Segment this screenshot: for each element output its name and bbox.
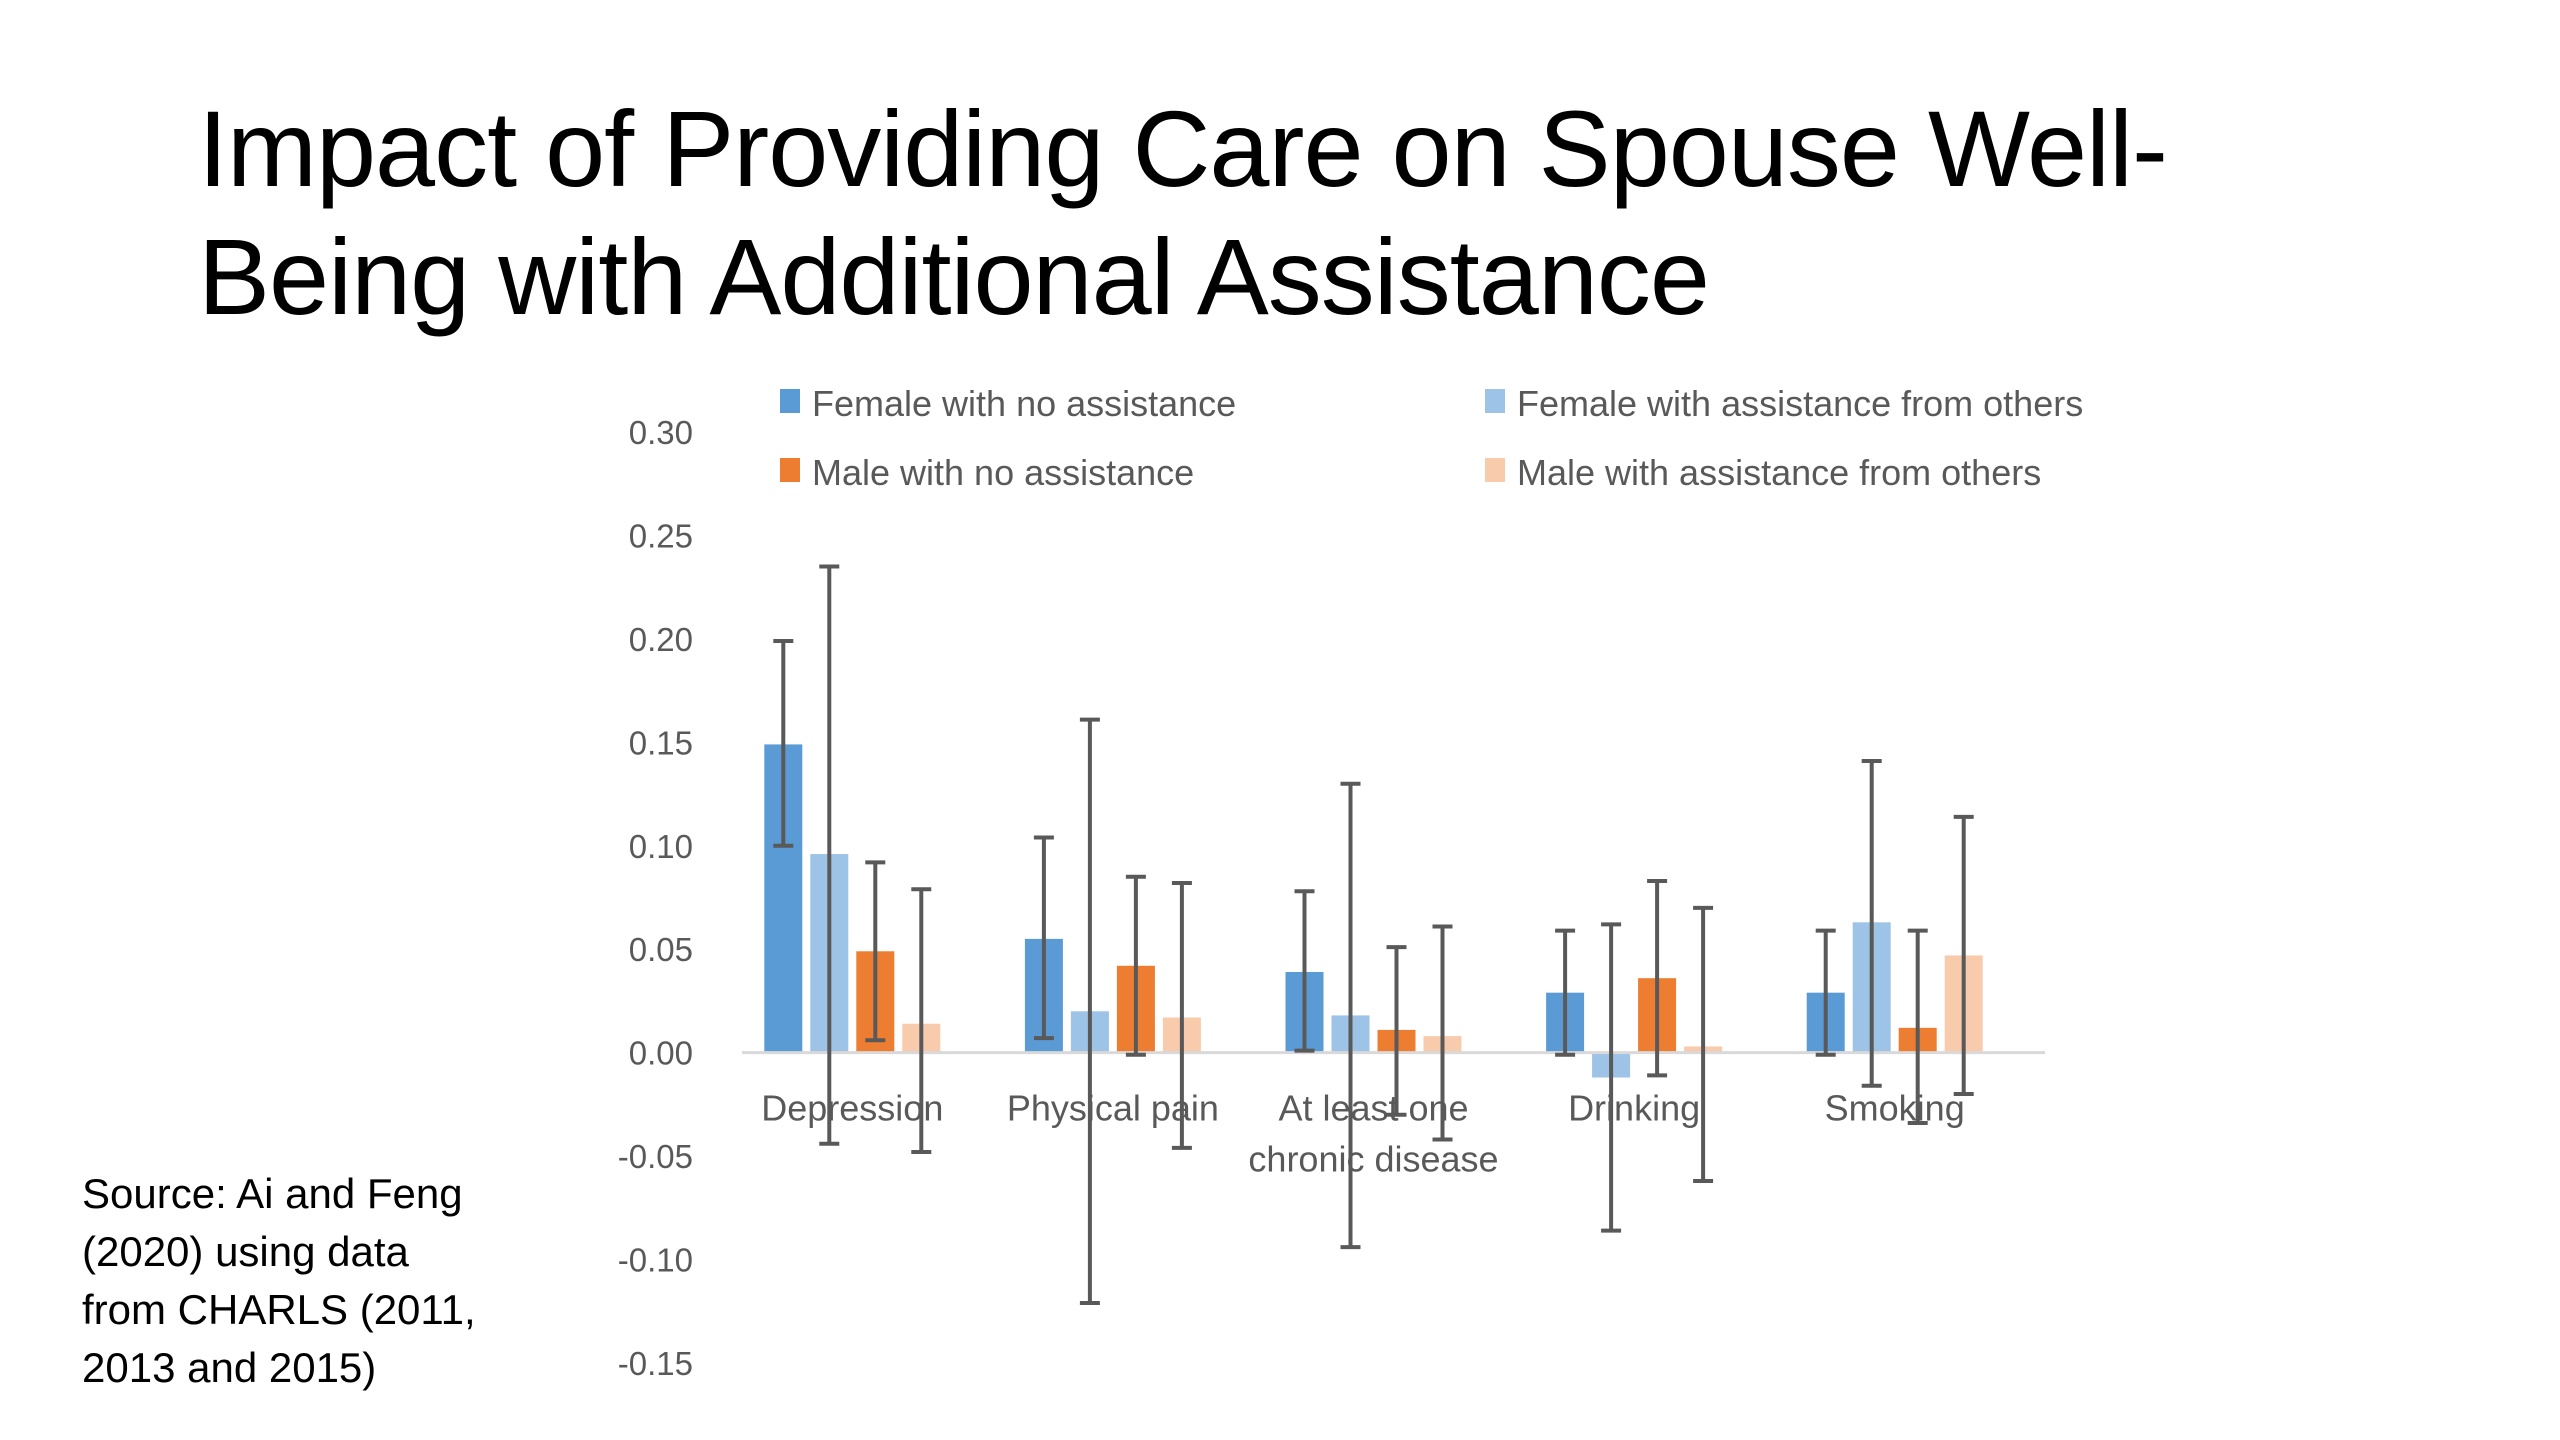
source-line-3: from CHARLS (2011, (82, 1286, 476, 1333)
slide-title: Impact of Providing Care on Spouse Well-… (198, 85, 2398, 341)
y-tick-label: -0.10 (618, 1242, 693, 1279)
slide-title-line-2: Being with Additional Assistance (198, 216, 1710, 337)
y-tick-label: -0.05 (618, 1138, 693, 1175)
source-line-2: (2020) using data (82, 1228, 409, 1275)
error-bars (773, 564, 1974, 1306)
y-tick-label: -0.15 (618, 1345, 693, 1382)
category-label: Smoking (1825, 1088, 1965, 1129)
category-label: Depression (761, 1088, 943, 1129)
source-note: Source: Ai and Feng (2020) using data fr… (82, 1165, 522, 1397)
legend-label: Female with no assistance (812, 383, 1236, 424)
category-label: Drinking (1568, 1088, 1700, 1129)
category-label: Physical pain (1007, 1088, 1219, 1129)
source-line-4: 2013 and 2015) (82, 1344, 377, 1391)
bars (764, 744, 1983, 1078)
category-label: chronic disease (1248, 1139, 1498, 1180)
category-label: At least one (1278, 1088, 1468, 1129)
source-line-1: Source: Ai and Feng (82, 1170, 463, 1217)
legend-swatch (780, 389, 800, 413)
y-tick-label: 0.05 (629, 931, 693, 968)
y-tick-label: 0.30 (629, 414, 693, 451)
category-labels: Depression Physical pain At least one chron… (761, 1088, 1964, 1180)
slide-title-line-1: Impact of Providing Care on Spouse Well- (198, 88, 2168, 209)
y-tick-label: 0.20 (629, 621, 693, 658)
legend-swatch (780, 458, 800, 482)
legend: Female with no assistance Female with ass… (780, 383, 2083, 493)
y-tick-label: 0.10 (629, 828, 693, 865)
legend-label: Male with assistance from others (1517, 452, 2041, 493)
y-tick-label: 0.25 (629, 517, 693, 554)
legend-swatch (1485, 458, 1505, 482)
legend-swatch (1485, 389, 1505, 413)
legend-label: Female with assistance from others (1517, 383, 2083, 424)
legend-label: Male with no assistance (812, 452, 1194, 493)
y-axis: 0.30 0.25 0.20 0.15 0.10 0.05 0.00 -0.05 -0.10 -0… (618, 414, 693, 1382)
y-tick-label: 0.15 (629, 724, 693, 761)
y-tick-label: 0.00 (629, 1035, 693, 1072)
